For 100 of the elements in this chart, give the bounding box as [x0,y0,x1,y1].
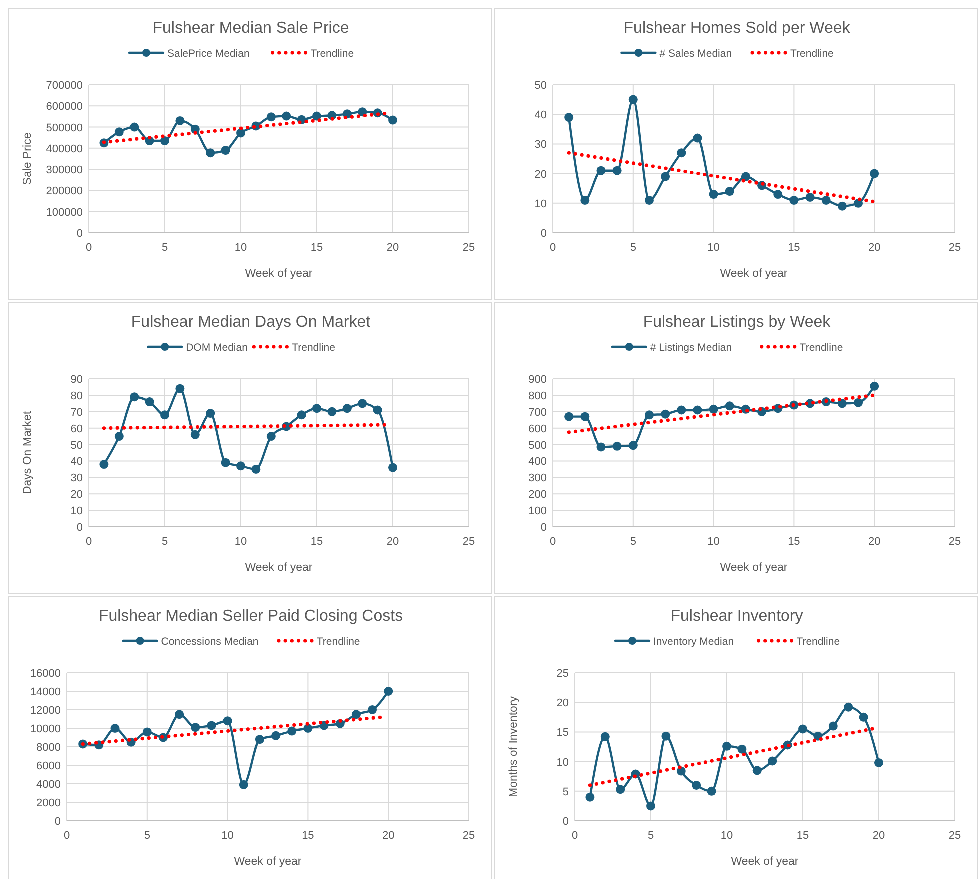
x-tick-label: 15 [310,536,324,548]
legend-label: SalePrice Median [168,48,250,60]
y-tick-label: 8000 [36,742,61,754]
x-tick-label: 10 [708,242,720,254]
point [100,460,109,470]
point [239,780,248,790]
x-tick-label: 25 [462,830,476,842]
point [130,392,140,402]
x-tick-label: 15 [796,830,810,842]
point [822,196,831,205]
y-tick-label: 50 [534,80,547,92]
y-tick-label: 60 [70,423,83,436]
x-tick-label: 5 [630,242,636,254]
point [312,112,322,121]
y-tick-label: 600000 [46,101,83,114]
x-axis-title: Week of year [720,562,788,574]
point [176,384,185,394]
x-tick-label: 10 [234,536,248,548]
point [870,382,880,391]
y-tick-label: 50 [70,440,83,452]
y-tick-label: 10 [70,506,83,518]
y-tick-label: 30 [534,139,547,152]
point [580,196,590,205]
chart-title: Fulshear Inventory [670,608,804,625]
y-tick-label: 400 [528,456,547,468]
legend-label: Trendline [790,48,834,60]
y-tick-label: 0 [540,228,547,240]
x-tick-label: 20 [868,242,881,254]
y-tick-label: 20 [70,489,83,502]
legend-label: Trendline [796,636,840,648]
y-tick-label: 600 [528,423,547,436]
y-tick-label: 5 [562,786,569,798]
point [312,404,322,414]
point [854,398,864,408]
point [388,463,398,472]
legend-label: # Sales Median [660,48,732,60]
point [358,399,368,408]
x-tick-label: 15 [788,242,800,254]
y-tick-label: 100 [528,506,547,518]
point [662,732,671,741]
point [358,108,368,117]
chart-title: Fulshear Median Sale Price [152,20,350,37]
point [828,722,838,731]
chart-title: Fulshear Homes Sold per Week [624,20,852,37]
y-tick-label: 100000 [46,206,83,219]
point [384,687,394,696]
y-tick-label: 30 [70,472,83,485]
point [564,412,574,422]
point [142,728,152,737]
y-tick-label: 0 [76,228,83,240]
y-tick-label: 700 [528,406,547,419]
point [288,726,297,736]
point [612,166,622,176]
y-tick-label: 500 [528,440,547,452]
point [774,190,783,200]
point [207,721,216,730]
point [596,442,606,452]
point [114,432,124,442]
legend-label: Trendline [292,342,336,354]
point [644,410,654,420]
point [328,407,337,416]
point [388,116,398,125]
x-axis-title: Week of year [720,268,788,280]
x-axis-title: Week of year [234,856,302,868]
x-tick-label: 25 [948,830,962,842]
point [272,731,281,740]
legend-label: Trendline [316,636,360,648]
x-tick-label: 5 [630,536,636,548]
legend-label: DOM Median [186,342,248,354]
y-tick-label: 40 [534,110,547,122]
point [693,134,702,143]
point [236,462,246,471]
y-tick-label: 0 [76,522,83,534]
legend-label: Trendline [800,342,844,354]
point [838,202,847,211]
x-tick-label: 20 [386,242,400,254]
y-tick-label: 12000 [30,705,61,717]
y-tick-label: 300 [528,472,547,485]
x-axis-title: Week of year [245,268,313,280]
point [646,802,656,811]
y-tick-label: 400000 [46,143,83,156]
point [874,758,884,768]
point [255,735,264,744]
y-tick-label: 20 [556,698,569,710]
point [282,112,292,121]
point [870,169,880,178]
y-tick-label: 0 [562,816,569,828]
y-axis-title: Sale Price [22,132,34,186]
x-tick-label: 10 [222,830,234,842]
point [580,412,590,422]
x-tick-label: 20 [868,536,881,548]
y-tick-label: 800 [528,390,547,402]
point [741,172,750,182]
x-tick-label: 15 [302,830,314,842]
y-tick-label: 10 [556,756,569,769]
point [616,785,626,794]
chart-title: Fulshear Median Days On Market [131,314,372,331]
point [725,187,734,196]
point [160,136,170,146]
point [130,122,140,132]
